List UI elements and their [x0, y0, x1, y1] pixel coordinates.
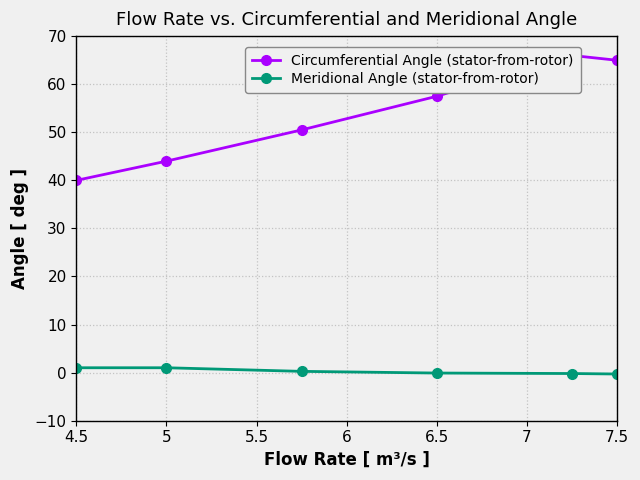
- Meridional Angle (stator-from-rotor): [72, 365, 80, 371]
- Meridional Angle (stator-from-rotor): [163, 365, 170, 371]
- Circumferential Angle (stator-from-rotor): [613, 58, 621, 63]
- Line: Meridional Angle (stator-from-rotor): Meridional Angle (stator-from-rotor): [72, 363, 621, 379]
- Line: Circumferential Angle (stator-from-rotor): Circumferential Angle (stator-from-rotor…: [72, 50, 621, 185]
- Y-axis label: Angle [ deg ]: Angle [ deg ]: [11, 168, 29, 289]
- Circumferential Angle (stator-from-rotor): [433, 94, 440, 99]
- Legend: Circumferential Angle (stator-from-rotor), Meridional Angle (stator-from-rotor): Circumferential Angle (stator-from-rotor…: [246, 47, 580, 93]
- Circumferential Angle (stator-from-rotor): [568, 53, 575, 59]
- Meridional Angle (stator-from-rotor): [433, 370, 440, 376]
- Meridional Angle (stator-from-rotor): [613, 371, 621, 377]
- Meridional Angle (stator-from-rotor): [568, 371, 575, 376]
- Circumferential Angle (stator-from-rotor): [163, 158, 170, 164]
- Circumferential Angle (stator-from-rotor): [72, 178, 80, 183]
- Circumferential Angle (stator-from-rotor): [298, 127, 305, 133]
- X-axis label: Flow Rate [ m³/s ]: Flow Rate [ m³/s ]: [264, 451, 429, 469]
- Meridional Angle (stator-from-rotor): [298, 369, 305, 374]
- Title: Flow Rate vs. Circumferential and Meridional Angle: Flow Rate vs. Circumferential and Meridi…: [116, 11, 577, 29]
